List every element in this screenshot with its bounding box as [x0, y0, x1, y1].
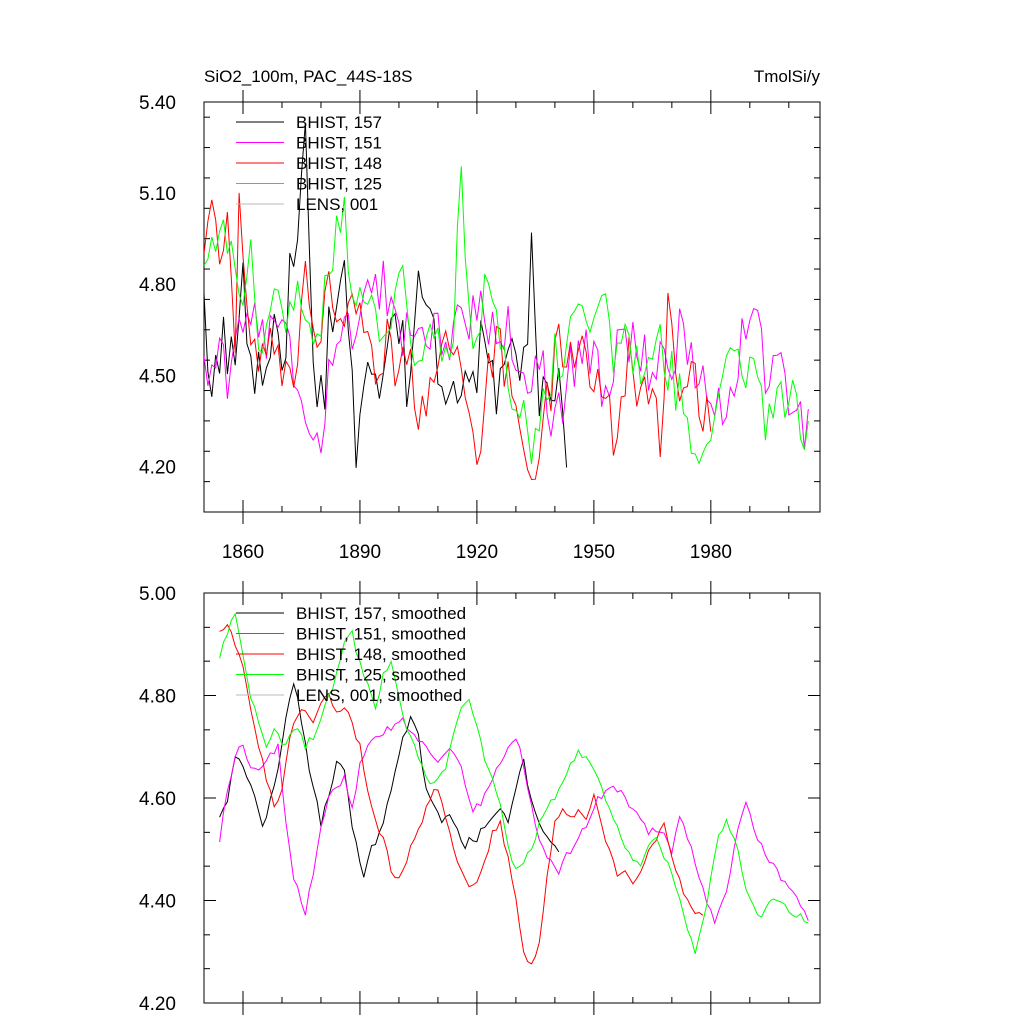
xtick-label: 1980 — [690, 542, 732, 563]
ytick-label: 5.40 — [139, 93, 176, 114]
ytick-label: 4.40 — [139, 892, 176, 913]
legend-label-bhist-148: BHIST, 148 — [296, 154, 382, 173]
top-units: TmolSi/y — [754, 67, 821, 86]
ytick-label: 4.50 — [139, 366, 176, 387]
series-line-bhist-125 — [204, 166, 809, 465]
series-line-bhist-125-smoothed — [219, 612, 809, 955]
xtick-label: 1860 — [222, 542, 264, 563]
legend-label-bhist-157-smoothed: BHIST, 157, smoothed — [296, 604, 466, 623]
legend-label-bhist-151-smoothed: BHIST, 151, smoothed — [296, 625, 466, 644]
series-line-bhist-151-smoothed — [219, 716, 809, 925]
bottom-panel: 4.20 4.40 4.60 4.80 5.00 BHIST, 157, smoothed… — [139, 581, 821, 1015]
legend-label-lens-001-smoothed: LENS, 001, smoothed — [296, 686, 462, 705]
series-line-bhist-157-smoothed — [219, 682, 560, 878]
ytick-label: 5.10 — [139, 184, 176, 205]
series-line-bhist-148-smoothed — [219, 623, 704, 965]
plot-frame-0 — [203, 101, 821, 513]
xtick-label: 1920 — [456, 542, 498, 563]
series-line-bhist-148 — [204, 192, 712, 481]
legend-label-bhist-125-smoothed: BHIST, 125, smoothed — [296, 666, 466, 685]
legend-label-lens-001: LENS, 001 — [296, 195, 378, 214]
ytick-label: 4.80 — [139, 275, 176, 296]
ytick-label: 4.20 — [139, 994, 176, 1015]
legend-label-bhist-125: BHIST, 125 — [296, 175, 382, 194]
ytick-label: 4.20 — [139, 457, 176, 478]
ytick-label: 4.60 — [139, 789, 176, 810]
series-line-bhist-157 — [204, 122, 568, 468]
legend-label-bhist-148-smoothed: BHIST, 148, smoothed — [296, 645, 466, 664]
ytick-label: 4.80 — [139, 687, 176, 708]
legend-label-bhist-151: BHIST, 151 — [296, 134, 382, 153]
legend-label-bhist-157: BHIST, 157 — [296, 113, 382, 132]
top-title: SiO2_100m, PAC_44S-18S — [204, 67, 413, 86]
xtick-label: 1890 — [339, 542, 381, 563]
ytick-label: 5.00 — [139, 584, 176, 605]
xtick-label: 1950 — [573, 542, 615, 563]
top-panel: 4.20 4.50 4.80 5.10 5.40 1860 1890 1920 1950 1980… — [139, 90, 821, 563]
